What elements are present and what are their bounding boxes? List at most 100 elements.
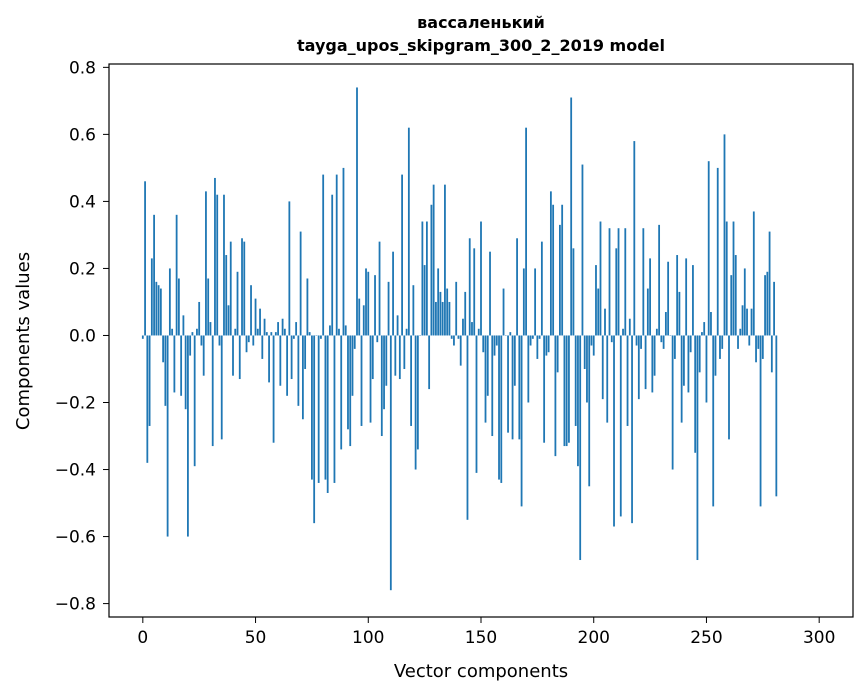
bar [401, 174, 403, 336]
bar [588, 335, 591, 487]
bar [741, 305, 744, 336]
bar [502, 288, 505, 336]
bar [184, 335, 187, 410]
bar [304, 335, 307, 369]
bar [362, 305, 365, 336]
y-tick-label: 0.2 [69, 259, 96, 279]
bar [640, 335, 642, 349]
bar [507, 335, 509, 433]
bar [324, 335, 327, 480]
bar [723, 134, 726, 336]
bar [292, 335, 295, 339]
bar [755, 335, 757, 363]
bar [146, 335, 149, 463]
bar [200, 335, 203, 346]
bar [531, 335, 534, 339]
bar [660, 335, 663, 343]
bar [615, 248, 618, 336]
bar [518, 335, 521, 440]
bar [692, 265, 694, 336]
bar [288, 201, 291, 336]
x-tick-label: 250 [690, 628, 722, 648]
x-tick-label: 200 [578, 628, 610, 648]
bar [166, 335, 169, 537]
bar [250, 285, 252, 336]
bar [509, 332, 512, 336]
bar [148, 335, 151, 426]
bar [646, 288, 649, 336]
y-tick-label: −0.6 [55, 528, 96, 548]
bar [734, 255, 737, 336]
bar [344, 325, 347, 336]
bar [290, 335, 293, 380]
bar [649, 258, 651, 336]
bar [520, 335, 523, 507]
bar [175, 214, 178, 336]
bar [710, 312, 712, 336]
bar [543, 335, 546, 443]
bar [459, 335, 462, 366]
bar [211, 335, 214, 447]
bar [633, 141, 636, 336]
bar [329, 325, 331, 336]
bar [482, 335, 485, 353]
bar [752, 211, 755, 336]
bar [624, 228, 627, 336]
bar [554, 335, 557, 457]
bar [667, 261, 670, 336]
bar [295, 322, 298, 336]
bar [286, 335, 289, 396]
bar [757, 335, 760, 349]
bar [168, 268, 171, 336]
bar [218, 335, 221, 346]
bar [297, 335, 300, 406]
bar [279, 335, 282, 386]
bar [416, 335, 419, 450]
bar [347, 335, 349, 430]
bar [613, 335, 615, 527]
bar [466, 335, 469, 520]
bar [468, 238, 471, 336]
bar [775, 335, 778, 497]
bar [608, 228, 611, 336]
bar [705, 335, 708, 403]
bar [516, 238, 518, 336]
bar [637, 335, 640, 400]
bar [678, 291, 681, 336]
bar [272, 335, 275, 443]
bar [714, 335, 717, 376]
bar [207, 278, 210, 336]
bar [144, 181, 146, 336]
bar [716, 167, 719, 336]
bar [599, 221, 602, 336]
bar [545, 335, 548, 356]
bar [387, 281, 390, 336]
bar [394, 335, 397, 376]
bar [732, 221, 735, 336]
bar [536, 335, 539, 359]
bar [351, 335, 354, 396]
bar [441, 301, 444, 336]
bar [610, 335, 613, 343]
bar [187, 335, 189, 537]
bar [552, 204, 555, 336]
bar [342, 167, 345, 336]
bar [428, 335, 431, 390]
bar [446, 288, 449, 336]
bar [405, 328, 408, 336]
bar [247, 335, 250, 343]
bar [644, 335, 647, 390]
bar [259, 308, 261, 336]
x-tick-label: 150 [465, 628, 497, 648]
bar [601, 335, 604, 400]
bar [671, 335, 674, 470]
bar [728, 335, 730, 440]
bar [162, 335, 165, 363]
bar [196, 328, 198, 336]
bar [254, 298, 257, 336]
bar [320, 335, 322, 339]
bar [748, 335, 751, 346]
bar [511, 335, 514, 440]
